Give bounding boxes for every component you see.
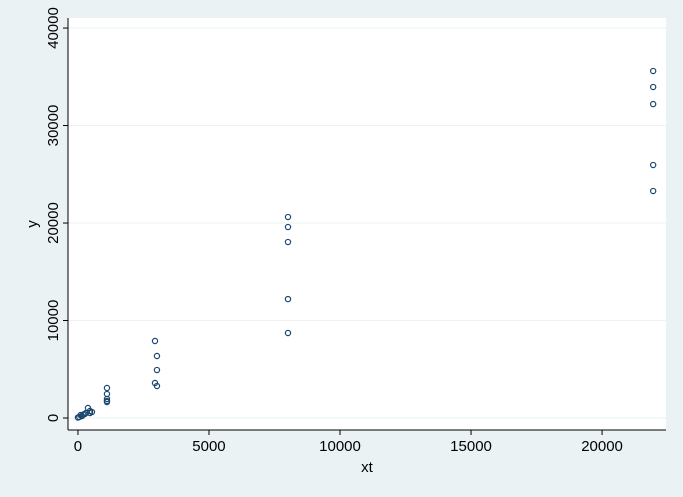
x-tick-label: 5000 <box>192 438 225 455</box>
point <box>649 83 657 91</box>
point <box>103 397 111 405</box>
point <box>81 410 88 418</box>
point <box>153 366 161 374</box>
point <box>284 213 292 221</box>
point <box>649 161 657 169</box>
x-tick-label: 10000 <box>319 438 361 455</box>
y-axis-title: y <box>24 220 41 228</box>
point <box>649 100 657 108</box>
point <box>284 223 292 231</box>
x-tick-label: 20000 <box>581 438 623 455</box>
y-tick-label: 10000 <box>45 300 62 342</box>
x-tick-label: 0 <box>74 438 82 455</box>
y-tick-label: 0 <box>45 414 62 422</box>
y-tick-label: 30000 <box>45 105 62 147</box>
point <box>284 329 292 337</box>
y-tick-label: 20000 <box>45 202 62 244</box>
x-axis-title: xt <box>361 459 374 476</box>
point <box>103 395 111 403</box>
x-tick-label: 15000 <box>450 438 492 455</box>
point <box>153 352 161 360</box>
point <box>103 384 111 392</box>
plot-area <box>68 18 666 430</box>
point <box>82 409 90 417</box>
y-tick-label: 40000 <box>45 7 62 49</box>
point <box>151 337 159 345</box>
point <box>649 187 657 195</box>
point <box>284 295 292 303</box>
point <box>284 238 292 246</box>
point <box>153 382 161 390</box>
point <box>74 414 82 421</box>
point <box>649 67 657 75</box>
